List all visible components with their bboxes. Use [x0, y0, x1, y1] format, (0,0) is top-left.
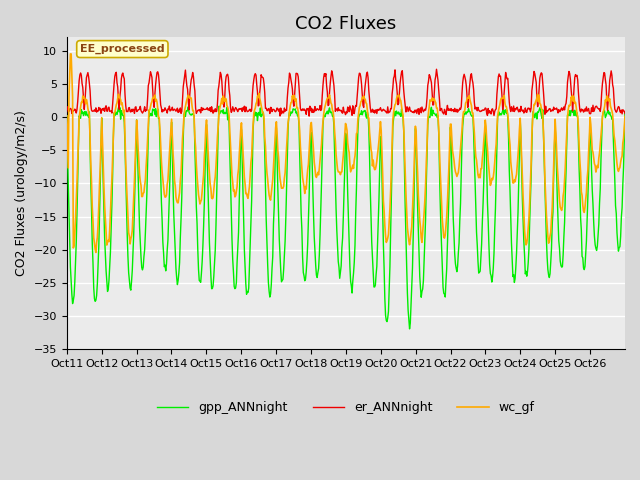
- gpp_ANNnight: [406, 326, 413, 332]
- er_ANNnight: [436, 108, 444, 114]
- wc_gf: [232, 189, 240, 194]
- wc_gf: [67, 51, 74, 57]
- Line: er_ANNnight: er_ANNnight: [67, 69, 625, 116]
- wc_gf: [130, 198, 138, 204]
- gpp_ANNnight: [436, 196, 444, 202]
- er_ANNnight: [129, 108, 136, 114]
- wc_gf: [436, 167, 444, 173]
- wc_gf: [63, 113, 70, 119]
- er_ANNnight: [231, 107, 239, 112]
- wc_gf: [405, 238, 413, 244]
- Line: gpp_ANNnight: gpp_ANNnight: [67, 106, 625, 329]
- Line: wc_gf: wc_gf: [67, 54, 625, 252]
- er_ANNnight: [280, 110, 287, 116]
- er_ANNnight: [621, 111, 629, 117]
- wc_gf: [92, 250, 100, 255]
- er_ANNnight: [433, 66, 440, 72]
- gpp_ANNnight: [215, 103, 223, 109]
- Title: CO2 Fluxes: CO2 Fluxes: [295, 15, 397, 33]
- gpp_ANNnight: [232, 285, 239, 291]
- er_ANNnight: [305, 113, 313, 119]
- wc_gf: [260, 115, 268, 121]
- er_ANNnight: [259, 74, 266, 80]
- gpp_ANNnight: [404, 307, 412, 313]
- gpp_ANNnight: [129, 268, 136, 274]
- Y-axis label: CO2 Fluxes (urology/m2/s): CO2 Fluxes (urology/m2/s): [15, 110, 28, 276]
- er_ANNnight: [404, 108, 412, 114]
- gpp_ANNnight: [280, 253, 288, 259]
- gpp_ANNnight: [621, 109, 629, 115]
- wc_gf: [281, 170, 289, 176]
- gpp_ANNnight: [259, 109, 267, 115]
- er_ANNnight: [63, 108, 70, 114]
- gpp_ANNnight: [63, 113, 70, 119]
- Text: EE_processed: EE_processed: [80, 44, 164, 54]
- wc_gf: [621, 114, 629, 120]
- Legend: gpp_ANNnight, er_ANNnight, wc_gf: gpp_ANNnight, er_ANNnight, wc_gf: [152, 396, 540, 419]
